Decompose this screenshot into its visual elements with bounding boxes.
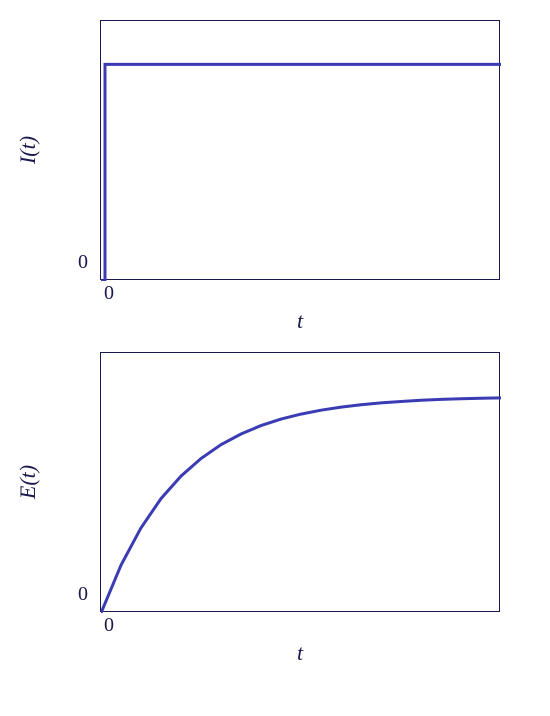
xtick-zero-bottom: 0	[104, 614, 114, 637]
panel-bottom: E(t) 0 0	[20, 352, 530, 612]
curve-bottom	[101, 353, 501, 613]
plot-box-top	[100, 20, 500, 280]
ytick-zero-bottom: 0	[78, 583, 88, 606]
ylabel-bottom: E(t)	[15, 465, 41, 499]
panel-top: I(t) 0 0	[20, 20, 530, 280]
xlabel-bottom: t	[100, 640, 500, 666]
ylabel-top: I(t)	[15, 136, 41, 164]
figure-container: I(t) 0 0 t E(t) 0 0 t	[20, 20, 530, 666]
ytick-zero-top: 0	[78, 251, 88, 274]
xlabel-top: t	[100, 308, 500, 334]
plot-box-bottom	[100, 352, 500, 612]
xtick-zero-top: 0	[104, 282, 114, 305]
curve-top	[101, 21, 501, 281]
